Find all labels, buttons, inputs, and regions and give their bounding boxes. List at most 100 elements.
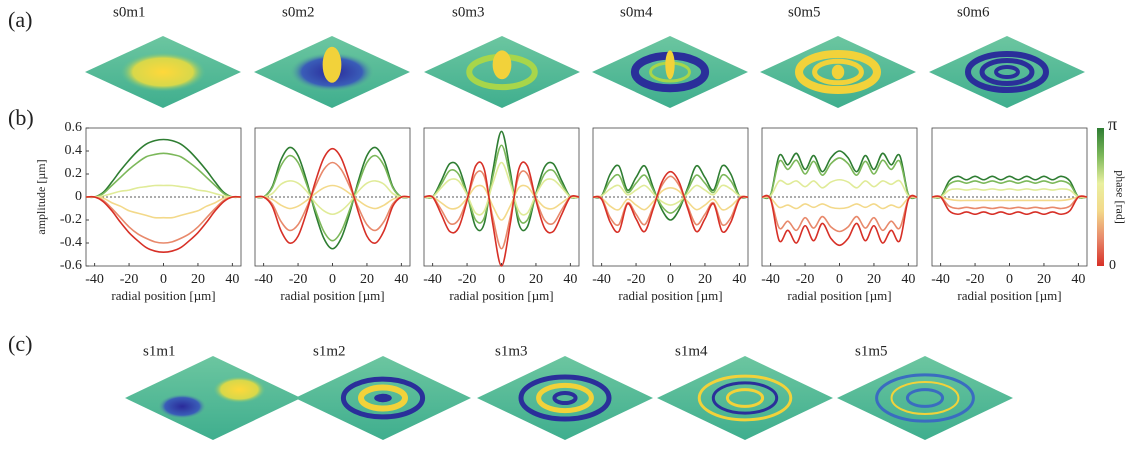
- mode-title: s1m1: [143, 343, 176, 359]
- surface-plate: [125, 356, 301, 440]
- surface-feature: [323, 47, 342, 83]
- x-tick-label: 40: [394, 272, 408, 287]
- surface-feature: [158, 394, 207, 419]
- mode-title: s1m3: [495, 343, 528, 359]
- series-line: [86, 153, 241, 197]
- surface-feature: [493, 50, 512, 79]
- mode-title: s0m3: [452, 4, 485, 20]
- series-line: [762, 180, 917, 198]
- surface-plate: [477, 356, 653, 440]
- mode-surface: [657, 356, 833, 440]
- x-tick-label: -20: [627, 272, 646, 287]
- x-tick-label: 20: [360, 272, 374, 287]
- x-tick-label: 40: [563, 272, 577, 287]
- series-line: [424, 171, 579, 249]
- series-line: [86, 197, 241, 243]
- series-line: [762, 196, 917, 231]
- mode-title: s1m4: [675, 343, 708, 359]
- x-tick-label: 0: [329, 272, 336, 287]
- x-tick-label: -40: [592, 272, 611, 287]
- y-axis-label: amplitude [µm]: [34, 159, 48, 234]
- series-line: [932, 196, 1087, 208]
- x-tick-label: 0: [667, 272, 674, 287]
- surface-feature: [120, 52, 206, 92]
- y-tick-label: -0.2: [60, 212, 82, 227]
- colorbar-label: phase [rad]: [1113, 170, 1127, 224]
- mode-surface: [424, 36, 580, 108]
- mode-surface: [929, 36, 1085, 108]
- x-tick-label: 0: [498, 272, 505, 287]
- x-tick-label: -40: [761, 272, 780, 287]
- x-tick-label: -40: [931, 272, 950, 287]
- series-line: [593, 172, 748, 233]
- y-tick-label: -0.6: [60, 258, 82, 273]
- x-tick-label: 40: [225, 272, 239, 287]
- x-tick-label: -20: [966, 272, 985, 287]
- x-axis-label: radial position [µm]: [111, 288, 215, 303]
- series-line: [593, 176, 748, 225]
- series-line: [593, 165, 748, 220]
- x-tick-label: 20: [529, 272, 543, 287]
- series-line: [424, 145, 579, 223]
- x-tick-label: -20: [796, 272, 815, 287]
- colorbar-min-label: 0: [1109, 258, 1116, 273]
- mode-title: s0m1: [113, 4, 146, 20]
- x-tick-label: 20: [191, 272, 205, 287]
- figure: (a) (b) (c) s0m1s0m2s0m3s0m4s0m5s0m6s1m1…: [0, 0, 1133, 453]
- x-tick-label: -20: [458, 272, 477, 287]
- x-tick-label: 40: [1071, 272, 1085, 287]
- series-line: [762, 197, 917, 209]
- colorbar-max-label: π: [1108, 114, 1117, 134]
- x-axis-label: radial position [µm]: [280, 288, 384, 303]
- series-line: [762, 195, 917, 245]
- mode-title: s1m5: [855, 343, 888, 359]
- mode-surface: [295, 356, 471, 440]
- mode-surface: [125, 356, 301, 440]
- x-tick-label: 0: [160, 272, 167, 287]
- mode-title: s1m2: [313, 343, 346, 359]
- mode-surface: [254, 36, 410, 108]
- surface-plate: [929, 36, 1085, 108]
- x-tick-label: -20: [120, 272, 139, 287]
- surface-feature: [832, 65, 844, 79]
- series-line: [593, 175, 748, 213]
- series-line: [424, 185, 579, 220]
- x-tick-label: -40: [423, 272, 442, 287]
- x-tick-label: 20: [867, 272, 881, 287]
- panel-label: (b): [8, 105, 34, 130]
- series-line: [424, 162, 579, 266]
- mode-title: s0m5: [788, 4, 821, 20]
- x-tick-label: 20: [1037, 272, 1051, 287]
- surface-feature: [213, 376, 266, 403]
- mode-surface: [477, 356, 653, 440]
- mode-surface: [592, 36, 748, 108]
- x-axis-label: radial position [µm]: [618, 288, 722, 303]
- y-tick-label: 0.6: [65, 120, 83, 135]
- y-tick-label: -0.4: [60, 235, 82, 250]
- surface-plate: [657, 356, 833, 440]
- series-line: [932, 196, 1087, 214]
- x-tick-label: 0: [1006, 272, 1013, 287]
- x-tick-label: 20: [698, 272, 712, 287]
- x-axis-label: radial position [µm]: [957, 288, 1061, 303]
- x-tick-label: -20: [289, 272, 308, 287]
- y-tick-label: 0: [75, 189, 82, 204]
- x-axis-label: radial position [µm]: [449, 288, 553, 303]
- x-tick-label: 40: [901, 272, 915, 287]
- x-axis-label: radial position [µm]: [787, 288, 891, 303]
- panel-label: (a): [8, 7, 32, 32]
- y-tick-label: 0.2: [65, 166, 83, 181]
- x-tick-label: 0: [836, 272, 843, 287]
- mode-title: s0m2: [282, 4, 315, 20]
- mode-surface: [85, 36, 241, 108]
- x-tick-label: -40: [254, 272, 273, 287]
- surface-feature: [665, 50, 674, 79]
- series-line: [593, 188, 748, 210]
- series-line: [762, 158, 917, 198]
- x-tick-label: -40: [85, 272, 104, 287]
- surface-feature: [374, 394, 392, 402]
- series-line: [932, 176, 1087, 198]
- y-tick-label: 0.4: [65, 143, 83, 158]
- surface-plate: [837, 356, 1013, 440]
- panel-label: (c): [8, 331, 32, 356]
